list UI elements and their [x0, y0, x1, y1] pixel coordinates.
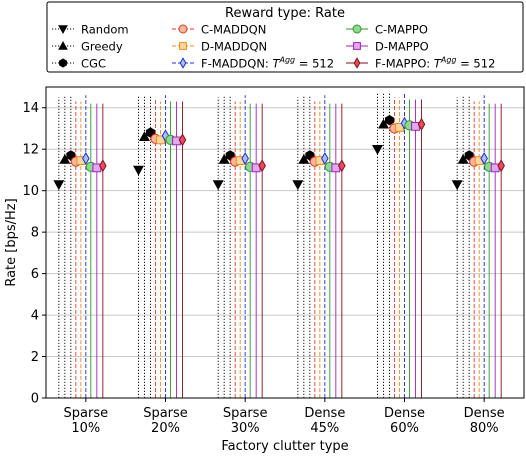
- plot-marks: [53, 93, 505, 398]
- data-point: [53, 180, 65, 191]
- data-point: [497, 159, 505, 173]
- legend-entry-label: F-MADDQN: TAgg = 512: [201, 56, 334, 71]
- x-tick-label: Dense: [464, 406, 505, 421]
- x-tick-label: 80%: [470, 421, 499, 436]
- data-point: [417, 117, 426, 131]
- data-point: [241, 152, 249, 166]
- x-tick-label: 45%: [310, 421, 339, 436]
- data-point: [457, 153, 469, 164]
- legend-swatch-marker: [179, 57, 187, 69]
- legend-entry-label: F-MAPPO: TAgg = 512: [375, 56, 495, 71]
- legend-frame: [46, 1, 524, 73]
- y-tick-label: 8: [31, 226, 39, 241]
- x-tick-label: Dense: [304, 406, 345, 421]
- legend-swatch-marker: [58, 25, 68, 35]
- y-tick-label: 10: [22, 184, 39, 199]
- legend-entry-label: C-MAPPO: [375, 23, 428, 37]
- y-tick-label: 4: [31, 309, 39, 324]
- legend-swatch-marker: [353, 42, 361, 50]
- legend-entry-label: Greedy: [81, 40, 123, 54]
- data-point: [133, 165, 144, 176]
- y-tick-label: 14: [22, 101, 39, 116]
- x-axis-label: Factory clutter type: [221, 439, 348, 454]
- legend-swatch-marker: [59, 58, 67, 68]
- data-point: [480, 152, 488, 166]
- data-point: [338, 159, 346, 173]
- plot-area-frame: [45, 86, 525, 399]
- legend-swatch-marker: [352, 24, 362, 34]
- legend-entry-label: CGC: [81, 57, 106, 71]
- legend-swatch-marker: [179, 42, 187, 50]
- y-tick-label: 2: [31, 350, 39, 365]
- y-tick-label: 6: [31, 267, 39, 282]
- legend-entry-label: Random: [81, 23, 129, 37]
- x-tick-label: 30%: [231, 421, 260, 436]
- x-tick-label: 20%: [151, 421, 180, 436]
- x-tick-label: 10%: [71, 421, 100, 436]
- data-point: [298, 153, 310, 164]
- x-tick-label: Sparse: [64, 406, 109, 421]
- legend: Reward type: Rate Random Greedy CGC C-MADDQ…: [46, 1, 524, 73]
- data-point: [258, 159, 266, 173]
- data-point: [292, 180, 304, 191]
- axes: 02468101214Sparse10%Sparse20%Sparse30%De…: [22, 101, 504, 436]
- x-tick-label: Sparse: [223, 406, 268, 421]
- x-tick-label: Sparse: [143, 406, 188, 421]
- data-point: [161, 129, 170, 143]
- data-point: [212, 180, 224, 191]
- y-tick-label: 12: [22, 143, 39, 158]
- legend-entry-label: D-MADDQN: [201, 40, 267, 54]
- y-tick-label: 0: [31, 392, 39, 407]
- legend-entry-label: D-MAPPO: [375, 40, 429, 54]
- data-point: [385, 114, 394, 126]
- legend-items: Random Greedy CGC C-MADDQN D-MADDQN F-MADDQN:…: [52, 23, 495, 71]
- data-point: [218, 153, 230, 164]
- data-point: [372, 145, 383, 155]
- legend-swatch-marker: [178, 24, 188, 34]
- legend-swatch-marker: [58, 40, 68, 50]
- legend-swatch-marker: [353, 57, 361, 69]
- legend-title: Reward type: Rate: [225, 6, 345, 21]
- data-point: [172, 136, 181, 146]
- data-point: [139, 131, 150, 141]
- data-point: [99, 159, 107, 173]
- x-tick-label: 60%: [390, 421, 419, 436]
- data-point: [59, 153, 71, 164]
- data-point: [451, 180, 463, 191]
- data-point: [378, 118, 389, 129]
- legend-entry-label: C-MADDQN: [201, 23, 266, 37]
- data-point: [321, 152, 329, 166]
- y-axis-label: Rate [bps/Hz]: [4, 198, 19, 286]
- data-point: [82, 152, 90, 166]
- x-tick-label: Dense: [384, 406, 425, 421]
- data-point: [178, 133, 187, 147]
